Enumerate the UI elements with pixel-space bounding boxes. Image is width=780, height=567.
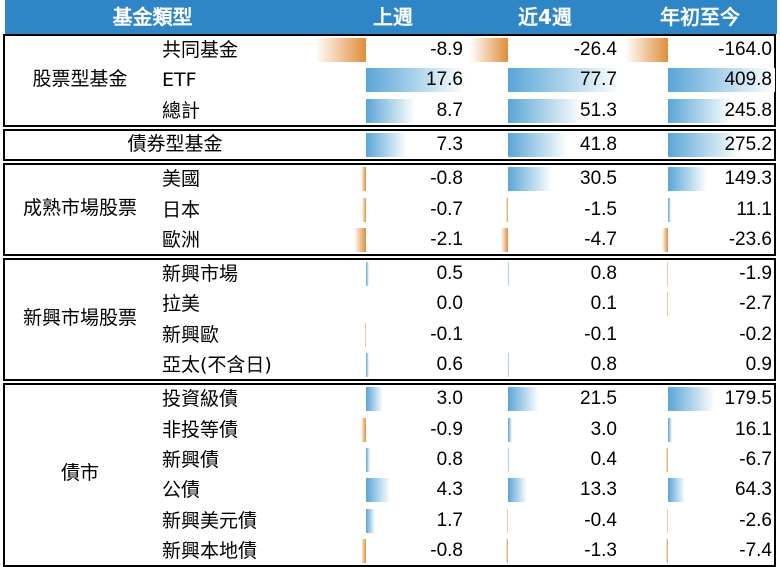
row-label: 日本 — [162, 195, 200, 225]
row-label: 投資級債 — [162, 384, 238, 414]
data-value: -0.8 — [315, 536, 463, 566]
row-label: 新興債 — [162, 445, 219, 475]
data-value: -1.3 — [470, 536, 617, 566]
data-value: 0.6 — [315, 350, 463, 380]
data-value: 7.3 — [315, 130, 463, 160]
data-value: 64.3 — [625, 475, 772, 505]
data-value: 149.3 — [625, 164, 772, 194]
data-value: -0.9 — [315, 415, 463, 445]
header-4week: 近4週 — [470, 0, 620, 34]
data-value: -0.7 — [315, 195, 463, 225]
data-value: 13.3 — [470, 475, 617, 505]
data-value: -0.8 — [315, 164, 463, 194]
data-value: -26.4 — [470, 35, 617, 65]
category-label: 股票型基金 — [5, 34, 155, 125]
row-label: 共同基金 — [162, 35, 238, 65]
data-value: 0.5 — [315, 259, 463, 289]
data-value: 179.5 — [625, 384, 772, 414]
header-week: 上週 — [318, 0, 468, 34]
data-value: 1.7 — [315, 506, 463, 536]
data-value: 51.3 — [470, 96, 617, 126]
data-value: -2.6 — [625, 506, 772, 536]
data-value: -6.7 — [625, 445, 772, 475]
row-label: 新興美元債 — [162, 506, 257, 536]
row-label: ETF — [162, 65, 197, 95]
row-label: 歐洲 — [162, 225, 200, 255]
data-value: 21.5 — [470, 384, 617, 414]
row-label: 亞太(不含日) — [162, 350, 272, 380]
data-value: -23.6 — [625, 225, 772, 255]
data-value: -0.1 — [470, 320, 617, 350]
header-category: 基金類型 — [60, 0, 245, 34]
data-value: 409.8 — [625, 65, 772, 95]
data-value: 0.0 — [315, 289, 463, 319]
row-label: 新興市場 — [162, 259, 238, 289]
row-label: 拉美 — [162, 289, 200, 319]
data-value: 41.8 — [470, 130, 617, 160]
data-value: 8.7 — [315, 96, 463, 126]
row-label: 總計 — [162, 96, 200, 126]
data-value: -0.1 — [315, 320, 463, 350]
data-value: 16.1 — [625, 415, 772, 445]
category-label: 成熟市場股票 — [5, 163, 155, 254]
row-label: 非投等債 — [162, 415, 238, 445]
data-value: -2.1 — [315, 225, 463, 255]
data-value: -2.7 — [625, 289, 772, 319]
data-value: 3.0 — [315, 384, 463, 414]
header-ytd: 年初至今 — [620, 0, 780, 34]
category-label: 債券型基金 — [60, 129, 290, 159]
row-label: 新興歐 — [162, 320, 219, 350]
data-value: -0.4 — [470, 506, 617, 536]
data-value: 275.2 — [625, 130, 772, 160]
data-value: 77.7 — [470, 65, 617, 95]
category-label: 債市 — [5, 383, 155, 565]
data-value: 30.5 — [470, 164, 617, 194]
data-value: -1.5 — [470, 195, 617, 225]
fund-flow-table: 基金類型 上週 近4週 年初至今 股票型基金共同基金 -8.9-26.4 -164.… — [0, 0, 780, 555]
data-value: 245.8 — [625, 96, 772, 126]
data-value: -1.9 — [625, 259, 772, 289]
data-value: -164.0 — [625, 35, 772, 65]
data-value: -7.4 — [625, 536, 772, 566]
data-value: 3.0 — [470, 415, 617, 445]
row-label: 新興本地債 — [162, 536, 257, 566]
data-value: 0.8 — [315, 445, 463, 475]
data-value: -8.9 — [315, 35, 463, 65]
category-label: 新興市場股票 — [5, 258, 155, 379]
data-value: 4.3 — [315, 475, 463, 505]
data-value: 0.9 — [625, 350, 772, 380]
data-value: -4.7 — [470, 225, 617, 255]
row-label: 美國 — [162, 164, 200, 194]
data-value: -0.2 — [625, 320, 772, 350]
row-label: 公債 — [162, 475, 200, 505]
data-value: 17.6 — [315, 65, 463, 95]
data-value: 0.4 — [470, 445, 617, 475]
data-value: 11.1 — [625, 195, 772, 225]
data-value: 0.8 — [470, 259, 617, 289]
data-value: 0.1 — [470, 289, 617, 319]
data-value: 0.8 — [470, 350, 617, 380]
